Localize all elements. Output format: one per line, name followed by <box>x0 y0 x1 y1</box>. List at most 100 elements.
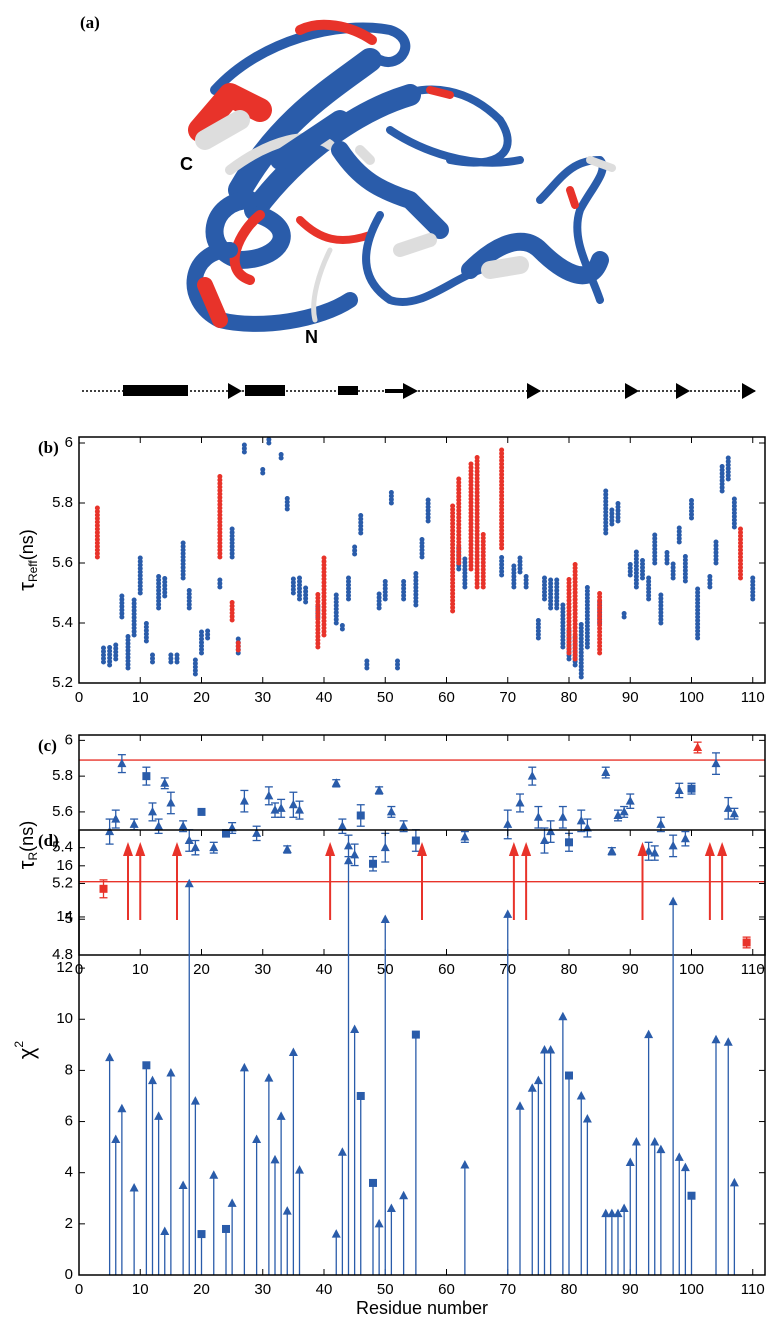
x-tick-label: 30 <box>254 1281 271 1298</box>
arrow-head <box>509 842 519 856</box>
square-marker <box>198 1230 206 1238</box>
triangle-marker <box>387 1204 396 1213</box>
label-subscript: Reff <box>26 560 40 582</box>
x-tick-label: 10 <box>132 1281 149 1298</box>
triangle-marker <box>338 821 347 830</box>
triangle-marker <box>117 1104 126 1113</box>
triangle-marker <box>338 1147 347 1156</box>
arrow <box>135 842 145 920</box>
triangle-marker <box>375 1219 384 1228</box>
protein-ribbon <box>195 25 612 324</box>
label-symbol: τ <box>14 582 39 591</box>
triangle-marker <box>632 1137 641 1146</box>
y-tick-label: 5.8 <box>52 494 73 511</box>
arrow <box>417 842 427 920</box>
triangle-marker <box>516 1101 525 1110</box>
triangle-marker <box>399 1191 408 1200</box>
triangle-marker <box>724 803 733 812</box>
triangle-marker <box>111 814 120 823</box>
y-tick-label: 5.6 <box>52 803 73 820</box>
arrow-head <box>705 842 715 856</box>
triangle-marker <box>620 1204 629 1213</box>
label-symbol: τ <box>14 860 39 869</box>
n-terminus-label: N <box>305 327 318 347</box>
triangle-marker <box>179 1180 188 1189</box>
x-tick-label: 100 <box>679 1281 704 1298</box>
triangle-marker <box>130 819 139 828</box>
x-tick-label: 110 <box>741 961 765 978</box>
triangle-marker <box>387 807 396 816</box>
x-tick-label: 50 <box>377 689 394 706</box>
x-tick-label: 40 <box>316 961 333 978</box>
triangle-marker <box>185 836 194 845</box>
triangle-marker <box>228 1198 237 1207</box>
square-marker <box>198 808 206 816</box>
square-marker <box>565 1072 573 1080</box>
triangle-marker <box>650 1137 659 1146</box>
y-axis-label: τR(ns) <box>14 821 40 869</box>
triangle-marker <box>399 821 408 830</box>
triangle-marker <box>350 1024 359 1033</box>
triangle-marker <box>289 1048 298 1057</box>
label-unit: (ns) <box>17 821 37 852</box>
square-marker <box>565 838 573 846</box>
triangle-marker <box>277 1111 286 1120</box>
triangle-marker <box>271 1155 280 1164</box>
triangle-marker <box>130 1183 139 1192</box>
panel-label: (d) <box>38 831 59 850</box>
triangle-marker <box>644 1030 653 1039</box>
panel-label: (a) <box>80 13 100 32</box>
triangle-marker <box>577 816 586 825</box>
square-marker <box>369 860 377 868</box>
y-axis-label: τReff(ns) <box>14 529 40 591</box>
arrow <box>172 842 182 920</box>
y-axis-label: χ2 <box>12 1041 39 1060</box>
triangle-marker <box>693 743 702 752</box>
y-tick-label: 8 <box>65 1061 73 1078</box>
triangle-marker <box>252 1134 261 1143</box>
x-tick-label: 90 <box>622 1281 639 1298</box>
label-unit: (ns) <box>17 529 37 560</box>
x-tick-label: 90 <box>622 961 639 978</box>
square-marker <box>357 1092 365 1100</box>
triangle-marker <box>240 1063 249 1072</box>
y-tick-label: 5.8 <box>52 767 73 784</box>
square-marker <box>142 772 150 780</box>
triangle-marker <box>577 1091 586 1100</box>
x-tick-label: 40 <box>316 689 333 706</box>
triangle-marker <box>503 819 512 828</box>
square-marker <box>100 885 108 893</box>
y-tick-label: 6 <box>65 731 73 748</box>
triangle-marker <box>350 850 359 859</box>
triangle-marker <box>381 915 390 924</box>
square-marker <box>688 785 696 793</box>
label-superscript: 2 <box>12 1041 26 1048</box>
x-tick-label: 110 <box>741 689 765 706</box>
panel-label: (b) <box>38 438 59 457</box>
square-marker <box>222 1225 230 1233</box>
triangle-marker <box>681 1163 690 1172</box>
triangle-marker <box>669 841 678 850</box>
x-tick-label: 50 <box>377 1281 394 1298</box>
square-marker <box>357 811 365 819</box>
triangle-marker <box>160 1227 169 1236</box>
square-marker <box>688 1192 696 1200</box>
x-tick-label: 70 <box>499 689 516 706</box>
triangle-marker <box>166 798 175 807</box>
triangle-marker <box>105 1053 114 1062</box>
y-tick-label: 5.4 <box>52 614 73 631</box>
triangle-marker <box>111 1134 120 1143</box>
triangle-marker <box>148 807 157 816</box>
x-tick-label: 10 <box>132 961 149 978</box>
triangle-marker <box>534 812 543 821</box>
triangle-marker <box>264 791 273 800</box>
triangle-marker <box>601 768 610 777</box>
square-marker <box>369 1179 377 1187</box>
y-tick-label: 12 <box>56 959 73 976</box>
square-marker <box>412 837 420 845</box>
arrow <box>521 842 531 920</box>
x-tick-label: 110 <box>741 1281 765 1298</box>
panel-label: (c) <box>38 736 57 755</box>
square-marker <box>412 1031 420 1039</box>
triangle-marker <box>558 1012 567 1021</box>
